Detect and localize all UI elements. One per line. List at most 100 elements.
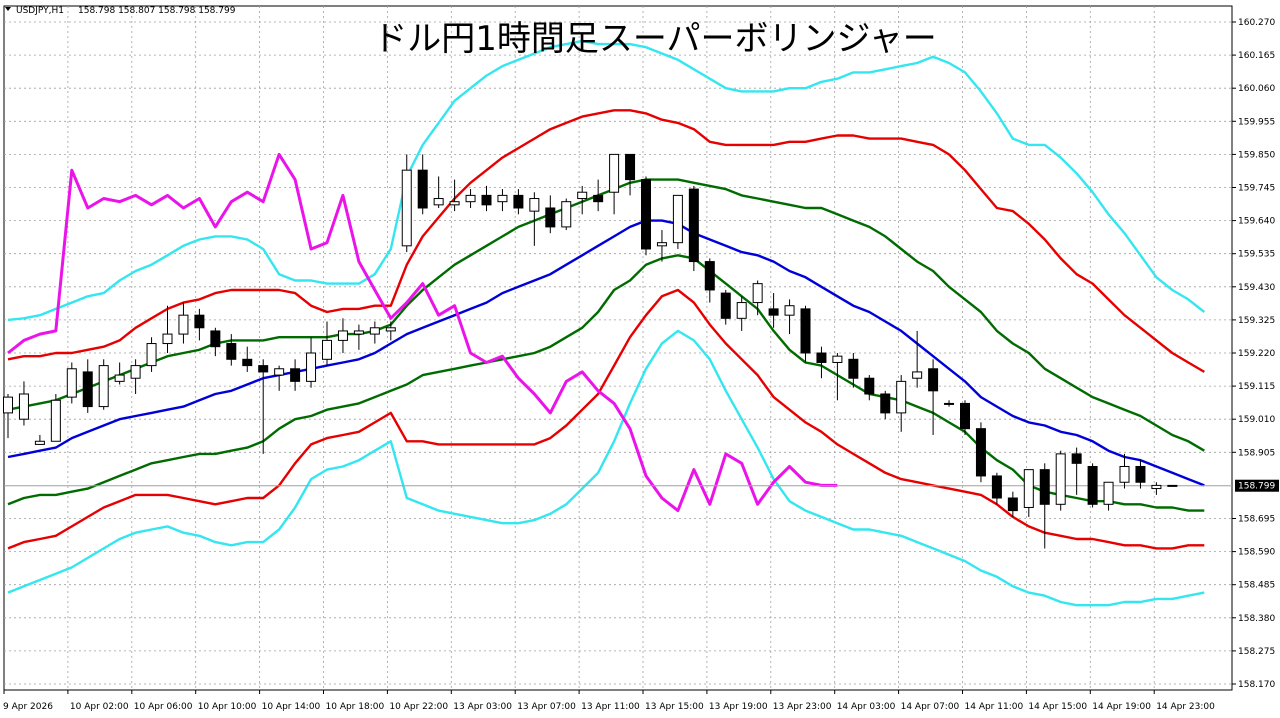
x-tick-label: 10 Apr 10:00 xyxy=(198,702,257,712)
axis-layer: 160.270 160.165 160.060 159.955 159.850 159.7… xyxy=(3,18,1279,712)
candle-body xyxy=(848,358,859,379)
x-tick-label: 10 Apr 18:00 xyxy=(326,702,385,712)
y-tick-label: 159.535 xyxy=(1238,250,1275,260)
symbol-label: USDJPY,H1 xyxy=(16,6,64,16)
candle-body xyxy=(1151,484,1162,490)
series-line-band1 xyxy=(7,178,1205,452)
candle-body xyxy=(1071,453,1082,464)
y-tick-label: 159.955 xyxy=(1238,117,1275,127)
x-tick-label: 14 Apr 03:00 xyxy=(837,702,896,712)
y-tick-label: 158.590 xyxy=(1238,548,1275,558)
candle-body xyxy=(290,368,301,382)
candle-body xyxy=(242,358,253,367)
x-tick-label: 14 Apr 11:00 xyxy=(965,702,1024,712)
candle-body xyxy=(832,355,843,363)
y-tick-label: 158.485 xyxy=(1238,581,1275,591)
candle-body xyxy=(625,153,636,181)
candle-body xyxy=(561,201,572,228)
x-tick-label: 14 Apr 19:00 xyxy=(1092,702,1151,712)
candle-body xyxy=(417,169,428,209)
candle-body xyxy=(609,153,620,193)
candle-body xyxy=(593,194,604,203)
candle-body xyxy=(50,399,61,442)
x-tick-label: 13 Apr 15:00 xyxy=(645,702,704,712)
candle-body xyxy=(912,371,923,379)
candle-body xyxy=(752,283,763,304)
candle-body xyxy=(1167,484,1178,487)
current-price-box xyxy=(1235,479,1279,492)
x-tick-label: 13 Apr 07:00 xyxy=(517,702,576,712)
y-tick-label: 159.430 xyxy=(1238,283,1275,293)
candle-body xyxy=(226,343,237,360)
candle-body xyxy=(864,377,875,395)
x-tick-label: 9 Apr 2026 xyxy=(3,702,53,712)
dropdown-triangle-icon[interactable] xyxy=(5,7,11,11)
candle-body xyxy=(322,339,332,360)
candle-body xyxy=(688,188,699,263)
candle-body xyxy=(337,330,348,341)
y-tick-label: 158.905 xyxy=(1238,448,1275,458)
series-line-chikou xyxy=(7,152,838,513)
candle-body xyxy=(1023,469,1034,508)
candle-body xyxy=(928,368,939,392)
candle-body xyxy=(497,194,508,203)
candle-body xyxy=(449,201,460,206)
candle-body xyxy=(82,371,93,408)
candle-body xyxy=(880,393,891,414)
candle-body xyxy=(481,194,492,206)
candle-body xyxy=(385,327,396,332)
candle-body xyxy=(656,242,667,247)
x-tick-label: 10 Apr 14:00 xyxy=(262,702,321,712)
current-price-label: 158.799 xyxy=(1238,482,1275,492)
candle-layer xyxy=(3,153,1178,549)
candle-body xyxy=(1007,497,1018,512)
candle-body xyxy=(162,333,173,345)
candle-body xyxy=(975,428,986,477)
y-tick-label: 159.745 xyxy=(1238,184,1275,194)
candle-body xyxy=(3,396,13,414)
candle-body xyxy=(114,374,125,382)
candle-body xyxy=(944,402,955,405)
band-layer xyxy=(4,39,1232,607)
candle-body xyxy=(1055,453,1066,505)
candle-body xyxy=(465,194,476,203)
y-tick-label: 160.165 xyxy=(1238,51,1275,61)
candle-body xyxy=(529,198,540,212)
candle-body xyxy=(641,179,651,250)
x-tick-label: 13 Apr 19:00 xyxy=(709,702,768,712)
candle-body xyxy=(194,314,205,329)
y-tick-label: 159.010 xyxy=(1238,415,1275,425)
candle-body xyxy=(1119,465,1130,483)
y-tick-label: 159.325 xyxy=(1238,316,1275,326)
y-tick-label: 158.380 xyxy=(1238,614,1275,624)
candle-body xyxy=(704,261,715,291)
series-line-band1 xyxy=(7,254,1205,512)
y-tick-label: 158.275 xyxy=(1238,647,1275,657)
candle-body xyxy=(34,440,45,445)
candle-body xyxy=(369,327,380,335)
plot-frame xyxy=(3,5,1233,691)
ohlc-values: 158.798 158.807 158.798 158.799 xyxy=(78,6,236,16)
candle-body xyxy=(1103,481,1114,505)
candle-body xyxy=(545,207,556,228)
x-tick-label: 10 Apr 22:00 xyxy=(389,702,448,712)
y-tick-label: 159.220 xyxy=(1238,349,1275,359)
y-tick-label: 160.060 xyxy=(1238,84,1275,94)
y-tick-label: 159.850 xyxy=(1238,150,1275,160)
candle-body xyxy=(768,308,779,316)
chart-header: USDJPY,H1 158.798 158.807 158.798 158.79… xyxy=(5,6,236,16)
candle-body xyxy=(1087,465,1098,505)
series-line-band2 xyxy=(7,288,1205,550)
x-tick-label: 10 Apr 02:00 xyxy=(70,702,129,712)
candle-body xyxy=(800,308,811,354)
x-tick-label: 14 Apr 07:00 xyxy=(901,702,960,712)
y-tick-label: 159.640 xyxy=(1238,217,1275,227)
candle-body xyxy=(736,302,747,319)
x-tick-label: 13 Apr 11:00 xyxy=(581,702,640,712)
candle-body xyxy=(1039,469,1050,505)
y-tick-label: 159.115 xyxy=(1238,382,1275,392)
candle-body xyxy=(513,194,524,209)
candle-body xyxy=(720,292,731,319)
